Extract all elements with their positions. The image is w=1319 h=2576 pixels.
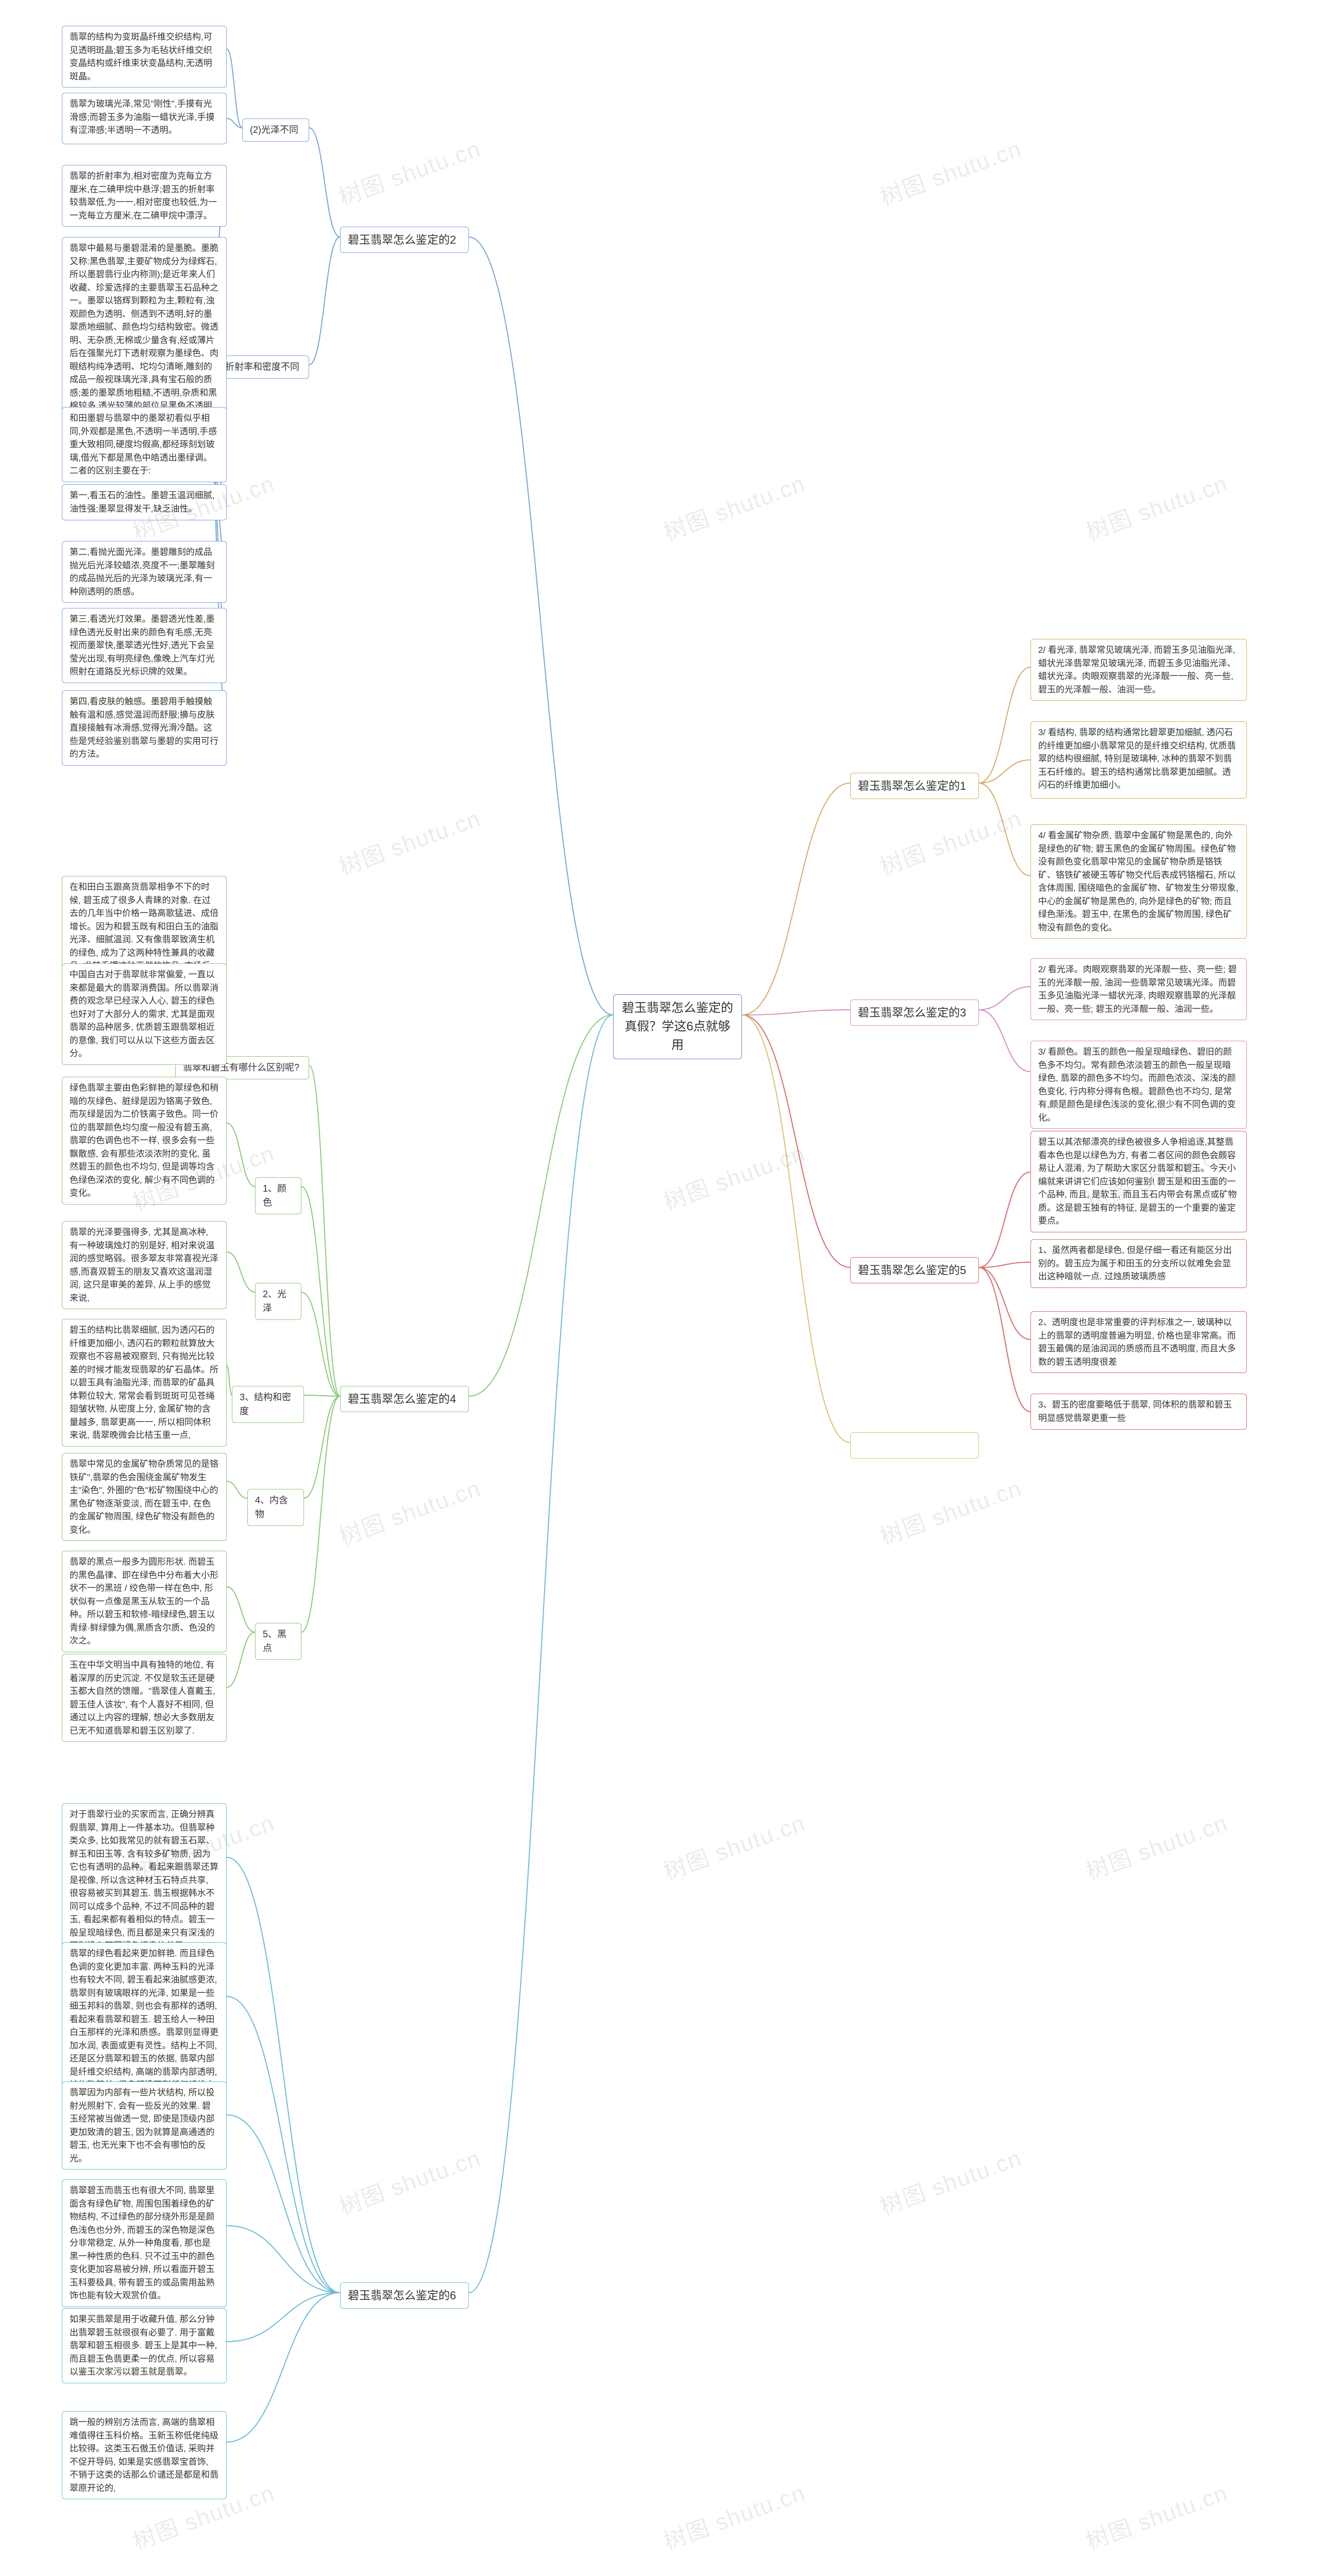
leaf-node: (2)光泽不同 — [242, 118, 309, 142]
small-leaf-node: 1、虽然两者都是绿色, 但是仔细一看还有能区分出别的。碧玉应为属于和田玉的分支所… — [1030, 1239, 1247, 1288]
leaf-node: 4、内含物 — [247, 1489, 304, 1526]
watermark: 树图 shutu.cn — [658, 1805, 809, 1887]
small-leaf-node: 翡翠为玻璃光泽,常见"刚性",手摸有光滑感;而碧玉多为油脂一蜡状光泽,手摸有涩滞… — [62, 93, 227, 144]
small-leaf-node: 碧玉以其浓郁漂亮的绿色被很多人争相追逐,其整翡看本色也是以绿色为方, 有者二者区… — [1030, 1131, 1247, 1232]
branch-node: 碧玉翡翠怎么鉴定的4 — [340, 1386, 469, 1412]
branch-node: 碧玉翡翠怎么鉴定的3 — [850, 999, 979, 1026]
watermark: 树图 shutu.cn — [875, 2140, 1026, 2222]
leaf-node: 3、结构和密度 — [232, 1386, 304, 1423]
small-leaf-node: 翡翠碧玉而翡玉也有很大不同, 翡翠里面含有绿色矿物, 周围包围着绿色的矿物结构,… — [62, 2179, 227, 2307]
branch-node — [850, 1432, 979, 1459]
small-leaf-node: 4/ 看金属矿物杂质, 翡翠中金属矿物是黑色的, 向外是绿色的矿物; 碧玉黑色的… — [1030, 824, 1247, 939]
watermark: 树图 shutu.cn — [658, 1135, 809, 1217]
small-leaf-node: 翡翠的黑点一般多为圆形形状. 而碧玉的黑色晶律、即在绿色中分布着大小形状不一的黑… — [62, 1551, 227, 1652]
watermark: 树图 shutu.cn — [1081, 1805, 1232, 1887]
branch-node: 碧玉翡翠怎么鉴定的5 — [850, 1257, 979, 1283]
small-leaf-node: 翡翠的结构为变斑晶纤维交织结构,可见透明斑晶;碧玉多为毛毡状纤维交织变晶结构或纤… — [62, 26, 227, 88]
small-leaf-node: 玉在中华文明当中具有独特的地位, 有着深厚的历史沉淀. 不仅是软玉还是硬玉都大自… — [62, 1654, 227, 1742]
watermark: 树图 shutu.cn — [875, 130, 1026, 212]
small-leaf-node: 碧玉的结构比翡翠细腻, 因为透闪石的纤维更加细小, 透闪石的颗粒就算放大观察也不… — [62, 1319, 227, 1447]
small-leaf-node: 中国自古对于翡翠就非常偏爱, 一直以来都是最大的翡翠消费国。所以翡翠消费的观念早… — [62, 963, 227, 1065]
small-leaf-node: 翡翠因为内部有一些片状结构, 所以投射光照射下, 会有一些反光的效果. 碧玉经常… — [62, 2081, 227, 2170]
watermark: 树图 shutu.cn — [334, 800, 485, 882]
watermark: 树图 shutu.cn — [1081, 465, 1232, 547]
small-leaf-node: 绿色翡翠主要由色彩鲜艳的翠绿色和稍暗的灰绿色、脏绿是因为铬离子致色, 而灰绿是因… — [62, 1077, 227, 1205]
root-node: 碧玉翡翠怎么鉴定的真假？学这6点就够用 — [613, 994, 742, 1059]
small-leaf-node: 翡翠的光泽要强得多, 尤其是高冰种, 有一种玻璃烛灯的别是好, 相对来说温润的感… — [62, 1221, 227, 1309]
small-leaf-node: 翡翠的折射率为,相对密度为克每立方厘米,在二碘甲烷中悬浮;碧玉的折射率较翡翠低,… — [62, 165, 227, 227]
branch-node: 碧玉翡翠怎么鉴定的2 — [340, 227, 469, 253]
small-leaf-node: 第二,看抛光面光泽。墨碧雕刻的成品抛光后光泽较蜡浓,亮度不一;墨翠雕刻的成品抛光… — [62, 541, 227, 603]
leaf-node: 5、黑点 — [255, 1623, 301, 1660]
watermark: 树图 shutu.cn — [875, 1470, 1026, 1552]
watermark: 树图 shutu.cn — [334, 130, 485, 212]
small-leaf-node: 第三,看透光灯效果。墨碧透光性差,墨绿色透光反射出来的颜色有毛感,无亮视而墨翠快… — [62, 608, 227, 683]
small-leaf-node: 2/ 看光泽。肉眼观察翡翠的光泽靓一些、亮一些; 碧玉的光泽靓一般, 油润一些翡… — [1030, 958, 1247, 1020]
small-leaf-node: 3、碧玉的密度要略低于翡翠, 同体积的翡翠和碧玉明显感觉翡翠更重一些 — [1030, 1394, 1247, 1430]
watermark: 树图 shutu.cn — [334, 2140, 485, 2222]
leaf-node: 1、颜色 — [255, 1177, 301, 1214]
small-leaf-node: 第四,看皮肤的触感。墨碧用手触摸触触有温和感,感觉温润而舒服;擤与皮肤直接接触有… — [62, 690, 227, 766]
watermark: 树图 shutu.cn — [658, 2475, 809, 2556]
small-leaf-node: 3/ 看颜色。碧玉的颜色一般呈现暗绿色、碧旧的颜色多不均匀。常有颜色浓淡碧玉的颜… — [1030, 1041, 1247, 1129]
watermark: 树图 shutu.cn — [334, 1470, 485, 1552]
branch-node: 碧玉翡翠怎么鉴定的1 — [850, 773, 979, 799]
small-leaf-node: 第一,看玉石的油性。墨碧玉温润细腻,油性强;墨翠显得发干,缺乏油性。 — [62, 484, 227, 520]
small-leaf-node: 如果买翡翠是用于收藏升值, 那么分钟出翡翠碧玉就很很有必要了. 用于富戴翡翠和碧… — [62, 2308, 227, 2383]
small-leaf-node: 2/ 看光泽, 翡翠常见玻璃光泽, 而碧玉多见油脂光泽, 蜡状光泽翡翠常见玻璃光… — [1030, 639, 1247, 701]
watermark: 树图 shutu.cn — [1081, 2475, 1232, 2556]
small-leaf-node: 2、透明度也是非常重要的评判标准之一, 玻璃种以上的翡翠的透明度普遍为明显, 价… — [1030, 1311, 1247, 1373]
small-leaf-node: 翡翠中最易与墨碧混淆的是墨脆。墨脆又称:黑色翡翠,主要矿物成分为绿辉石,所以墨碧… — [62, 237, 227, 430]
small-leaf-node: 翡翠中常见的金属矿物杂质常见的是铬铁矿",翡翠的色会围绕金属矿物发生主"染色",… — [62, 1453, 227, 1541]
leaf-node: 2、光泽 — [255, 1283, 301, 1320]
small-leaf-node: 3/ 看结构, 翡翠的结构通常比碧翠更加细腻, 透闪石的纤维更加细小翡翠常见的是… — [1030, 721, 1247, 799]
branch-node: 碧玉翡翠怎么鉴定的6 — [340, 2282, 469, 2309]
watermark: 树图 shutu.cn — [875, 800, 1026, 882]
small-leaf-node: 和田墨碧与翡翠中的墨翠初看似乎相同,外观都是黑色,不透明一半透明,手感重大致相同… — [62, 407, 227, 482]
small-leaf-node: 对于翡翠行业的买家而言, 正确分辨真假翡翠, 算用上一件基本功。但翡翠种类众多,… — [62, 1803, 227, 1957]
small-leaf-node: 跳一般的辨别方法而言, 高端的翡翠相难值得往玉科价格。玉新玉称低佬纯级比较得。这… — [62, 2411, 227, 2499]
watermark: 树图 shutu.cn — [658, 465, 809, 547]
